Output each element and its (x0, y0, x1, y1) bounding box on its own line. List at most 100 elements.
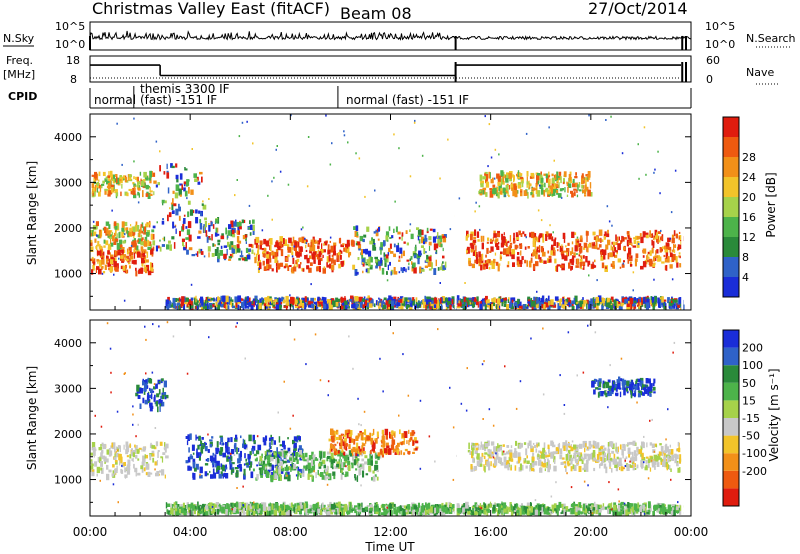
power-echo-cell (310, 239, 315, 246)
power-echo-cell (268, 306, 271, 309)
power-echo-cell (91, 259, 94, 264)
velocity-echo-cell (106, 473, 110, 481)
power-echo-cell (509, 235, 512, 242)
power-echo-cell (271, 251, 275, 256)
power-echo-cell (129, 178, 133, 182)
velocity-echo-cell (391, 439, 396, 445)
power-echo-cell (351, 304, 353, 309)
power-echo-cell (176, 303, 179, 310)
power-echo-cell (526, 184, 528, 188)
velocity-echo-cell (111, 442, 114, 448)
velocity-echo-cell (358, 449, 362, 453)
power-echo-cell (217, 296, 220, 302)
velocity-echo-cell (621, 449, 624, 456)
velocity-echo-cell (517, 452, 521, 458)
power-noise-point (343, 134, 346, 137)
power-echo-cell (145, 259, 149, 263)
velocity-echo-cell (155, 441, 159, 447)
power-echo-cell (162, 218, 164, 221)
power-echo-cell (594, 265, 597, 268)
power-echo-cell (171, 236, 175, 240)
power-noise-point (155, 140, 158, 143)
power-echo-cell (121, 247, 125, 250)
velocity-echo-cell (199, 474, 203, 479)
power-echo-cell (322, 254, 324, 258)
velocity-echo-cell (204, 471, 208, 477)
power-echo-cell (556, 176, 558, 181)
power-echo-cell (112, 178, 116, 184)
velocity-echo-cell (593, 457, 596, 461)
velocity-echo-cell (484, 465, 486, 473)
velocity-echo-cell (632, 464, 635, 471)
power-echo-cell (350, 295, 354, 302)
power-echo-cell (91, 183, 95, 188)
power-noise-point (322, 302, 325, 305)
power-echo-cell (417, 235, 420, 241)
velocity-echo-cell (616, 382, 621, 389)
power-echo-cell (480, 259, 484, 264)
velocity-echo-cell (623, 387, 628, 391)
power-echo-cell (556, 190, 558, 193)
power-echo-cell (597, 295, 602, 302)
power-echo-cell (274, 299, 278, 302)
velocity-echo-cell (220, 437, 224, 443)
power-echo-cell (628, 258, 633, 261)
power-echo-cell (615, 234, 617, 242)
velocity-echo-cell (509, 502, 512, 509)
velocity-echo-cell (482, 445, 486, 450)
power-echo-cell (428, 236, 432, 241)
power-echo-cell (532, 242, 536, 247)
velocity-echo-cell (307, 462, 311, 469)
velocity-echo-cell (611, 450, 615, 454)
power-echo-cell (238, 226, 242, 230)
power-echo-cell (283, 305, 286, 308)
power-echo-cell (503, 303, 507, 307)
power-echo-cell (424, 295, 426, 302)
power-echo-cell (304, 304, 307, 308)
power-echo-cell (439, 235, 442, 240)
power-echo-cell (575, 238, 579, 242)
velocity-echo-cell (487, 453, 491, 457)
velocity-echo-cell (118, 453, 121, 461)
power-echo-cell (653, 301, 656, 308)
power-echo-cell (397, 242, 399, 247)
power-echo-cell (252, 224, 255, 231)
power-echo-cell (184, 167, 186, 171)
beam-label: Beam 08 (340, 4, 412, 23)
power-echo-cell (271, 268, 274, 272)
power-echo-cell (407, 299, 410, 303)
power-echo-cell (665, 265, 668, 271)
velocity-echo-cell (393, 433, 395, 437)
velocity-echo-cell (283, 460, 287, 464)
power-noise-point (478, 205, 481, 208)
power-noise-point (532, 191, 534, 194)
power-echo-cell (621, 264, 625, 268)
power-echo-cell (232, 252, 234, 258)
power-echo-cell (123, 221, 128, 227)
power-echo-cell (673, 243, 675, 251)
power-echo-cell (98, 191, 101, 197)
power-noise-point (305, 242, 307, 245)
velocity-echo-cell (593, 389, 596, 395)
power-echo-cell (241, 250, 243, 255)
power-echo-cell (479, 174, 483, 182)
power-echo-cell (108, 224, 111, 230)
velocity-echo-cell (137, 472, 141, 476)
power-echo-cell (375, 300, 378, 306)
power-echo-cell (672, 253, 676, 261)
nave-tick-top: 60 (706, 54, 720, 67)
power-echo-cell (496, 245, 500, 250)
velocity-echo-cell (432, 504, 435, 509)
power-echo-cell (507, 240, 510, 244)
velocity-echo-cell (298, 439, 301, 442)
velocity-echo-cell (211, 436, 214, 439)
velocity-echo-cell (360, 451, 364, 455)
power-echo-cell (674, 299, 678, 303)
power-echo-cell (116, 243, 120, 250)
velocity-echo-cell (542, 462, 547, 468)
power-noise-point (447, 138, 449, 141)
power-echo-cell (120, 191, 122, 197)
power-echo-cell (438, 241, 442, 248)
power-echo-cell (435, 259, 437, 267)
